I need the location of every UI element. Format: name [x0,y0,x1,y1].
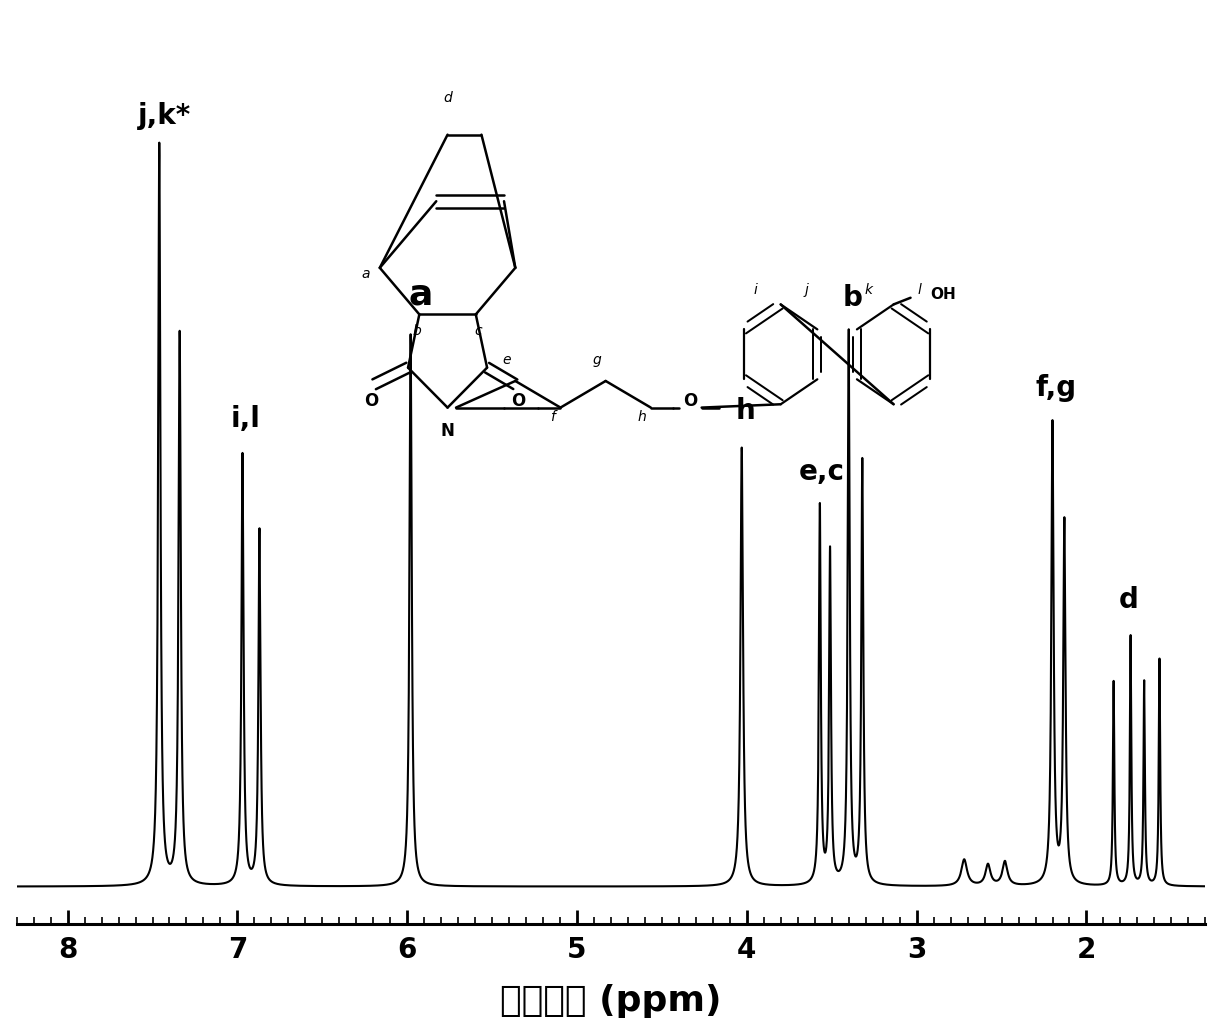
Text: d: d [1119,586,1139,614]
Text: b: b [842,284,862,312]
Text: f,g: f,g [1035,375,1077,403]
Text: j,k*: j,k* [138,102,191,130]
Text: i,l: i,l [231,405,260,433]
X-axis label: 化学位移 (ppm): 化学位移 (ppm) [500,984,722,1018]
Text: e,c: e,c [798,457,844,485]
Text: h: h [736,397,755,425]
Text: a: a [408,277,433,312]
